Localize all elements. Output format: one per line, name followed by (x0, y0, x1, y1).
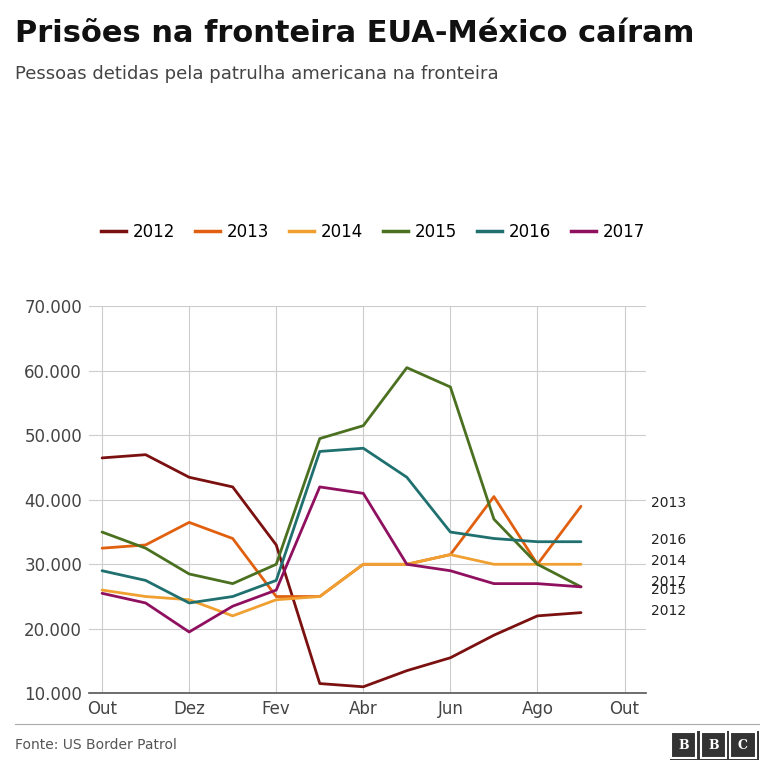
Text: C: C (738, 739, 748, 751)
Text: B: B (708, 739, 718, 751)
Bar (700, 732, 726, 758)
Text: 2016: 2016 (651, 533, 686, 547)
Text: Pessoas detidas pela patrulha americana na fronteira: Pessoas detidas pela patrulha americana … (15, 65, 499, 83)
Bar (731, 732, 755, 758)
Text: Prisões na fronteira EUA-México caíram: Prisões na fronteira EUA-México caíram (15, 19, 695, 48)
Text: 2017: 2017 (651, 575, 686, 589)
Text: 2013: 2013 (651, 496, 686, 510)
Bar (671, 732, 697, 758)
Text: 2015: 2015 (651, 583, 686, 597)
Text: Fonte: US Border Patrol: Fonte: US Border Patrol (15, 738, 177, 752)
Legend: 2012, 2013, 2014, 2015, 2016, 2017: 2012, 2013, 2014, 2015, 2016, 2017 (94, 216, 652, 247)
Text: 2014: 2014 (651, 554, 686, 568)
Text: 2012: 2012 (651, 604, 686, 617)
Text: B: B (678, 739, 689, 751)
